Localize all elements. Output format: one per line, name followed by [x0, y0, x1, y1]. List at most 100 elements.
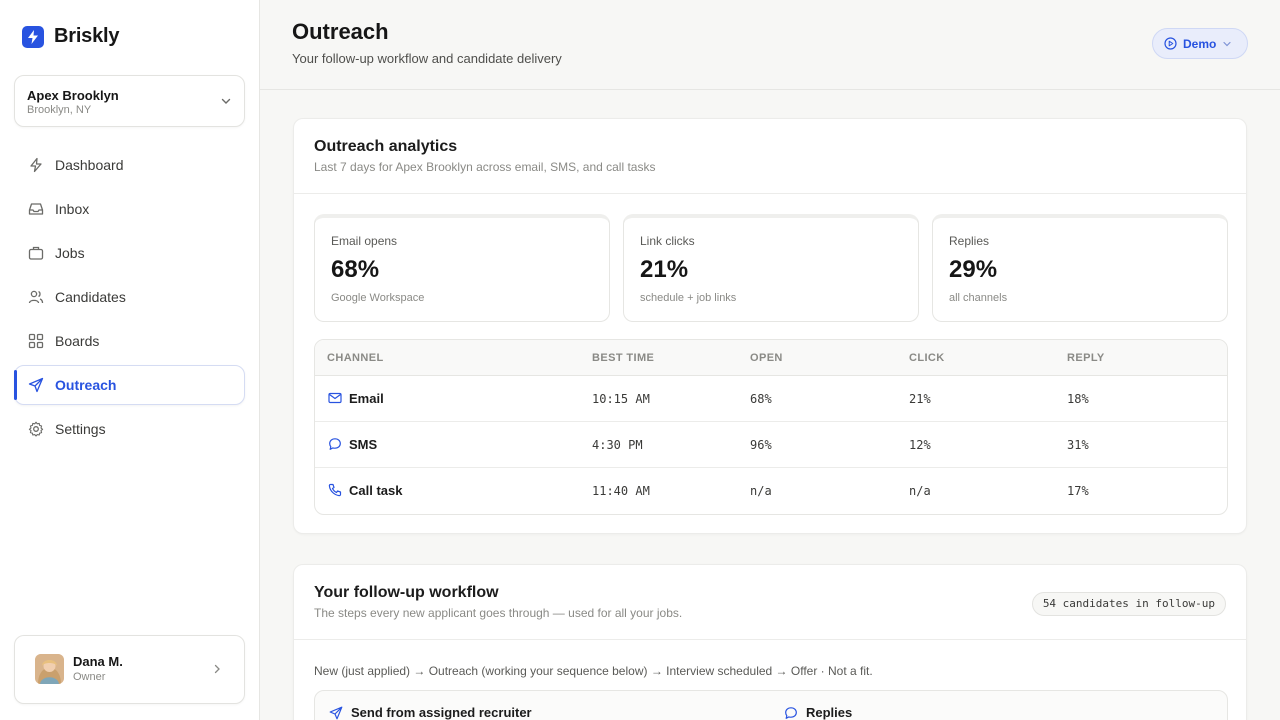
chevron-down-icon — [221, 98, 231, 104]
column-header-best-time: BEST TIME — [592, 352, 655, 364]
users-icon — [27, 288, 45, 306]
page-header: Outreach Your follow-up workflow and can… — [260, 0, 1280, 90]
page-subtitle: Your follow-up workflow and candidate de… — [292, 51, 562, 66]
click-rate: 12% — [909, 438, 931, 452]
column-header-click: CLICK — [909, 352, 945, 364]
nav-item-boards[interactable]: Boards — [14, 321, 245, 361]
nav-item-label: Candidates — [55, 289, 126, 305]
demo-button[interactable]: Demo — [1152, 28, 1248, 59]
reply-rate: 18% — [1067, 392, 1089, 406]
phone-icon — [328, 483, 342, 497]
chevron-right-icon — [214, 664, 220, 674]
bolt-icon — [27, 156, 45, 174]
candidates-count-badge: 54 candidates in follow-up — [1031, 592, 1226, 616]
best-time: 10:15 AM — [592, 392, 650, 406]
nav-item-settings[interactable]: Settings — [14, 409, 245, 449]
step-label: Send from assigned recruiter — [351, 705, 532, 720]
user-role: Owner — [73, 671, 106, 683]
nav-item-label: Outreach — [55, 377, 117, 393]
channel-name: Email — [349, 391, 384, 406]
stat-replies: Replies 29% all channels — [932, 214, 1228, 322]
inbox-icon — [27, 200, 45, 218]
stat-value: 29% — [949, 256, 998, 283]
page-title: Outreach — [292, 19, 389, 44]
stat-note: all channels — [949, 292, 1008, 304]
nav-item-jobs[interactable]: Jobs — [14, 233, 245, 273]
briefcase-icon — [27, 244, 45, 262]
best-time: 11:40 AM — [592, 484, 650, 498]
gear-icon — [27, 420, 45, 438]
open-rate: 68% — [750, 392, 772, 406]
open-rate: n/a — [750, 484, 772, 498]
stat-label: Link clicks — [640, 234, 695, 248]
column-header-open: OPEN — [750, 352, 783, 364]
sidebar: Briskly Apex Brooklyn Brooklyn, NY Dashb… — [0, 0, 260, 720]
column-header-reply: REPLY — [1067, 352, 1105, 364]
nav-item-dashboard[interactable]: Dashboard — [14, 145, 245, 185]
stat-value: 21% — [640, 256, 689, 283]
nav-item-label: Boards — [55, 333, 100, 349]
nav-item-label: Jobs — [55, 245, 85, 261]
bolt-logo-icon — [22, 25, 44, 48]
workspace-switcher[interactable]: Apex Brooklyn Brooklyn, NY — [14, 75, 245, 127]
workflow-stages-text: New (just applied) → Outreach (working y… — [314, 664, 873, 678]
nav-item-outreach[interactable]: Outreach — [14, 365, 245, 405]
step-send-from-recruiter[interactable]: Send from assigned recruiter — [329, 705, 532, 720]
stat-note: schedule + job links — [640, 292, 737, 304]
open-rate: 96% — [750, 438, 772, 452]
user-name: Dana M. — [73, 654, 123, 669]
workspace-name: Apex Brooklyn — [27, 88, 119, 103]
user-menu[interactable]: Dana M. Owner — [14, 635, 245, 704]
best-time: 4:30 PM — [592, 438, 643, 452]
nav-item-label: Inbox — [55, 201, 90, 217]
send-icon — [27, 376, 45, 394]
play-circle-icon — [1164, 37, 1177, 50]
stat-label: Email opens — [331, 234, 398, 248]
main-nav: Dashboard Inbox Jobs Candidates Boards O… — [14, 145, 245, 453]
table-row[interactable]: Email 10:15 AM 68% 21% 18% — [315, 376, 1227, 422]
column-header-channel: CHANNEL — [327, 352, 384, 364]
grid-icon — [27, 332, 45, 350]
table-row[interactable]: SMS 4:30 PM 96% 12% 31% — [315, 422, 1227, 468]
step-replies[interactable]: Replies — [784, 705, 852, 720]
nav-item-label: Dashboard — [55, 157, 124, 173]
chevron-down-icon — [1223, 41, 1231, 46]
nav-item-inbox[interactable]: Inbox — [14, 189, 245, 229]
card-subtitle: Last 7 days for Apex Brooklyn across ema… — [314, 160, 656, 174]
workspace-location: Brooklyn, NY — [27, 104, 92, 116]
channel-name: SMS — [349, 437, 378, 452]
table-header: CHANNEL BEST TIME OPEN CLICK REPLY — [315, 340, 1227, 376]
send-icon — [329, 706, 343, 719]
card-title: Outreach analytics — [314, 138, 458, 155]
nav-item-candidates[interactable]: Candidates — [14, 277, 245, 317]
channel-name: Call task — [349, 483, 403, 498]
avatar — [35, 654, 64, 684]
reply-rate: 31% — [1067, 438, 1089, 452]
stat-label: Replies — [949, 234, 990, 248]
reply-rate: 17% — [1067, 484, 1089, 498]
channel-table: CHANNEL BEST TIME OPEN CLICK REPLY Email… — [314, 339, 1228, 515]
stat-value: 68% — [331, 256, 380, 283]
stat-email-opens: Email opens 68% Google Workspace — [314, 214, 610, 322]
brand[interactable]: Briskly — [22, 25, 120, 48]
card-subtitle: The steps every new applicant goes throu… — [314, 606, 683, 620]
card-title: Your follow-up workflow — [314, 584, 499, 601]
table-row[interactable]: Call task 11:40 AM n/a n/a 17% — [315, 468, 1227, 514]
follow-up-workflow-card: Your follow-up workflow The steps every … — [293, 564, 1247, 720]
chat-bubble-icon — [329, 438, 341, 450]
outreach-analytics-card: Outreach analytics Last 7 days for Apex … — [293, 118, 1247, 534]
demo-label: Demo — [1183, 36, 1217, 51]
stat-note: Google Workspace — [331, 292, 425, 304]
mail-icon — [328, 392, 342, 404]
nav-item-label: Settings — [55, 421, 106, 437]
click-rate: 21% — [909, 392, 931, 406]
stats-row: Email opens 68% Google Workspace Link cl… — [314, 214, 1228, 322]
stat-link-clicks: Link clicks 21% schedule + job links — [623, 214, 919, 322]
step-label: Replies — [806, 705, 853, 720]
card-header: Your follow-up workflow The steps every … — [294, 565, 1246, 640]
chat-bubble-icon — [785, 706, 797, 719]
card-header: Outreach analytics Last 7 days for Apex … — [294, 119, 1246, 194]
brand-name: Briskly — [54, 25, 120, 47]
workflow-steps: Send from assigned recruiter Replies — [314, 690, 1228, 720]
click-rate: n/a — [909, 484, 931, 498]
